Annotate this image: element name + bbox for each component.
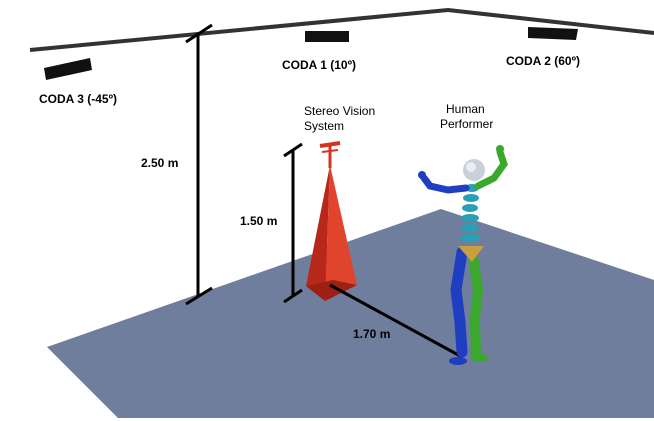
human-left-foot xyxy=(472,354,488,362)
coda-1-camera xyxy=(305,31,349,42)
coda-3-label: CODA 3 (-45º) xyxy=(39,92,117,106)
stereo-pyramid-left-face xyxy=(306,165,330,301)
camera-height-label: 2.50 m xyxy=(141,156,179,170)
coda-3-camera xyxy=(44,58,92,80)
human-right-leg xyxy=(450,246,468,358)
human-left-arm xyxy=(474,148,508,190)
human-right-hand xyxy=(418,171,426,179)
human-pelvis xyxy=(458,246,484,262)
stereo-pyramid-right-face xyxy=(325,165,357,301)
coda-2-label: CODA 2 (60º) xyxy=(506,54,580,68)
stereo-height-tick-top xyxy=(283,142,303,158)
stereo-height-label: 1.50 m xyxy=(240,214,278,228)
human-performer xyxy=(418,145,508,365)
floor xyxy=(47,209,654,418)
distance-label: 1.70 m xyxy=(353,327,391,341)
stereo-height-tick-bottom xyxy=(283,288,303,304)
human-performer-label-line2: Performer xyxy=(440,117,494,131)
stereo-pyramid-base xyxy=(306,280,357,301)
camera-height-tick-bottom xyxy=(185,286,213,306)
human-right-foot xyxy=(449,357,467,365)
coda-1-label: CODA 1 (10º) xyxy=(282,58,356,72)
ceiling-edge xyxy=(29,7,654,52)
stereo-vision-label-line1: Stereo Vision xyxy=(304,104,376,118)
human-performer-label-line1: Human xyxy=(446,102,485,116)
distance-dim-line xyxy=(329,283,463,359)
stereo-vision-label-line2: System xyxy=(304,119,345,133)
human-left-leg xyxy=(467,245,484,361)
stereo-camera-bar xyxy=(319,141,341,148)
stereo-camera-cross xyxy=(321,149,339,153)
coda-2-camera xyxy=(528,27,578,40)
human-right-arm xyxy=(420,174,470,194)
human-left-hand xyxy=(496,145,504,153)
human-spine xyxy=(460,184,480,242)
camera-height-tick-top xyxy=(185,23,213,44)
